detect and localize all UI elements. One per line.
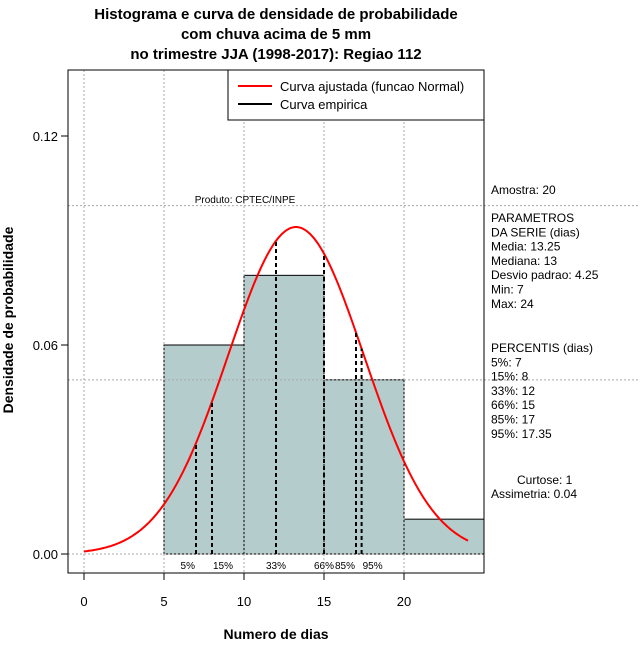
series-parameter: Media: 13.25 <box>491 240 561 254</box>
chart-title-line: Histograma e curva de densidade de proba… <box>94 6 457 23</box>
normal-curve <box>83 226 469 553</box>
y-tick-label: 0.12 <box>33 129 58 144</box>
histogram-bar <box>323 379 405 555</box>
percentile-stat: 85%: 17 <box>491 413 535 427</box>
series-parameter: DA SERIE (dias) <box>491 225 580 239</box>
series-parameter: PARAMETROS <box>491 211 574 225</box>
legend-label: Curva ajustada (funcao Normal) <box>280 79 464 94</box>
percentile-stat: 95%: 17.35 <box>491 427 552 441</box>
y-tick-label: 0.06 <box>33 338 58 353</box>
y-tick-label: 0.00 <box>33 547 58 562</box>
percentile-label: 15% <box>213 561 233 572</box>
x-tick-label: 20 <box>397 594 411 609</box>
chart-title-line: no trimestre JJA (1998-2017): Regiao 112 <box>130 46 421 63</box>
percentile-label: 85% <box>335 561 355 572</box>
histogram-bar <box>403 518 485 555</box>
series-parameter: Min: 7 <box>491 283 524 297</box>
legend-box <box>227 69 485 121</box>
percentile-label: 33% <box>266 561 286 572</box>
series-parameter: Max: 24 <box>491 297 534 311</box>
x-tick-label: 0 <box>80 594 87 609</box>
percentile-stat: 5%: 7 <box>491 355 522 369</box>
skewness: Assimetria: 0.04 <box>491 487 577 501</box>
x-tick-label: 15 <box>317 594 331 609</box>
x-tick-label: 10 <box>237 594 251 609</box>
percentile-stat: 33%: 12 <box>491 384 535 398</box>
percentile-stat: PERCENTIS (dias) <box>491 341 593 355</box>
credit-text: Produto: CPTEC/INPE <box>195 195 296 206</box>
series-parameter: Desvio padrao: 4.25 <box>491 268 599 282</box>
series-parameter: Mediana: 13 <box>491 254 557 268</box>
percentile-label: 95% <box>363 561 383 572</box>
percentile-stat: 66%: 15 <box>491 398 535 412</box>
sample-size: Amostra: 20 <box>491 183 556 197</box>
x-tick-label: 5 <box>160 594 167 609</box>
y-axis-label: Densidade de probabilidade <box>0 226 16 413</box>
chart-title-line: com chuva acima de 5 mm <box>181 26 371 43</box>
legend-label: Curva empirica <box>280 97 368 112</box>
percentile-stat: 15%: 8 <box>491 370 529 384</box>
percentile-label: 5% <box>181 561 196 572</box>
x-axis-label: Numero de dias <box>223 626 328 642</box>
histogram-bar <box>163 344 245 555</box>
kurtosis: Curtose: 1 <box>517 473 573 487</box>
percentile-label: 66% <box>314 561 334 572</box>
histogram-bar <box>243 274 325 555</box>
